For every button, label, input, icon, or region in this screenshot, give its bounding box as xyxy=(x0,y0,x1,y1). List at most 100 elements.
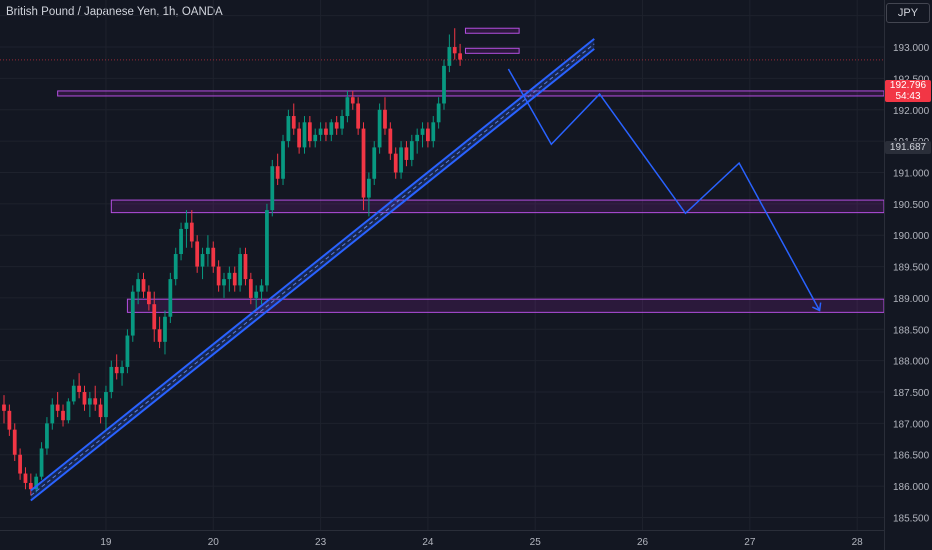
candle-body xyxy=(313,134,318,142)
candle-body xyxy=(286,116,291,142)
candle xyxy=(388,122,393,160)
candle-body xyxy=(324,128,328,135)
candle-body xyxy=(356,103,361,129)
candle-body xyxy=(318,128,323,135)
candle xyxy=(243,247,248,286)
trend-channel-fill xyxy=(30,38,595,501)
grid-lines xyxy=(0,0,884,530)
candle xyxy=(184,210,189,248)
candle-body xyxy=(93,398,98,405)
candle-body xyxy=(431,122,436,142)
candle-body xyxy=(77,385,81,393)
candle-body xyxy=(372,147,377,179)
x-tick-label: 28 xyxy=(852,537,864,548)
candle xyxy=(55,392,60,418)
candle xyxy=(168,272,173,324)
candle-body xyxy=(383,109,387,129)
candle-body xyxy=(109,366,114,393)
y-tick-label: 187.500 xyxy=(893,388,930,399)
candle-body xyxy=(147,291,151,305)
candle-body xyxy=(452,47,457,54)
currency-button[interactable]: JPY xyxy=(886,3,930,23)
candle-body xyxy=(442,65,446,104)
candle-body xyxy=(367,178,371,198)
candle-body xyxy=(291,116,296,129)
y-tick-label: 190.000 xyxy=(893,231,930,242)
candle xyxy=(2,395,6,424)
candle xyxy=(238,247,242,292)
support-resistance-zones xyxy=(57,27,884,313)
candle xyxy=(361,122,366,211)
candle-body xyxy=(329,122,334,135)
projection-path xyxy=(0,59,884,312)
candle xyxy=(179,222,183,261)
candle xyxy=(452,28,457,60)
candle-body xyxy=(222,279,226,286)
candle-body xyxy=(114,366,119,374)
y-tick-label: 187.000 xyxy=(893,419,930,430)
candle-body xyxy=(12,429,17,455)
candle-body xyxy=(281,141,285,179)
candlestick-chart[interactable] xyxy=(0,0,884,530)
candle-body xyxy=(393,153,398,173)
candle xyxy=(345,90,350,123)
y-tick-label: 186.500 xyxy=(893,451,930,462)
candle xyxy=(297,122,301,154)
candle xyxy=(404,141,409,167)
x-tick-label: 20 xyxy=(208,537,220,548)
candle xyxy=(87,392,92,418)
candle xyxy=(7,404,12,436)
zone-rect xyxy=(464,27,520,34)
candle xyxy=(275,153,280,186)
candle-body xyxy=(377,109,382,148)
candle xyxy=(436,97,441,129)
candle xyxy=(377,103,382,154)
candle-body xyxy=(184,222,189,229)
candle-body xyxy=(436,103,441,123)
candle-body xyxy=(71,385,76,402)
candle xyxy=(98,398,103,424)
candle xyxy=(61,404,65,427)
x-tick-label: 27 xyxy=(744,537,756,548)
candle xyxy=(458,43,462,66)
candle xyxy=(222,272,226,298)
candle-body xyxy=(173,254,178,280)
candle xyxy=(254,285,259,311)
trend-channel-mid xyxy=(30,43,595,496)
candle xyxy=(442,59,446,110)
candle xyxy=(147,285,151,311)
y-tick-label: 189.000 xyxy=(893,294,930,305)
trend-channel-upper xyxy=(30,38,595,492)
candle-body xyxy=(238,254,242,286)
candle xyxy=(141,272,146,298)
symbol-title: British Pound / Japanese Yen, 1h, OANDA xyxy=(6,6,223,18)
candle-body xyxy=(141,279,146,292)
candle-body xyxy=(415,134,420,142)
candle xyxy=(12,423,17,462)
candle-body xyxy=(345,97,350,117)
candle xyxy=(291,103,296,135)
candle-body xyxy=(270,166,275,211)
candle-body xyxy=(302,122,307,148)
candle xyxy=(109,360,114,399)
candle xyxy=(393,147,398,179)
candle xyxy=(216,260,221,292)
candle-body xyxy=(458,53,462,60)
candle-body xyxy=(447,47,452,66)
trend-channel xyxy=(30,38,595,502)
candle xyxy=(356,97,361,135)
candle xyxy=(367,172,371,217)
zone-rect xyxy=(57,90,884,97)
candle xyxy=(18,448,22,480)
candle-body xyxy=(55,404,60,411)
candle xyxy=(45,417,49,455)
time-axis[interactable]: 192023242526272830 xyxy=(0,530,884,550)
candle xyxy=(329,119,334,142)
candle-body xyxy=(189,222,194,242)
candle-body xyxy=(23,473,28,483)
candle-body xyxy=(350,97,355,104)
candle xyxy=(163,310,167,355)
y-tick-label: 186.000 xyxy=(893,482,930,493)
candle-body xyxy=(420,128,425,135)
